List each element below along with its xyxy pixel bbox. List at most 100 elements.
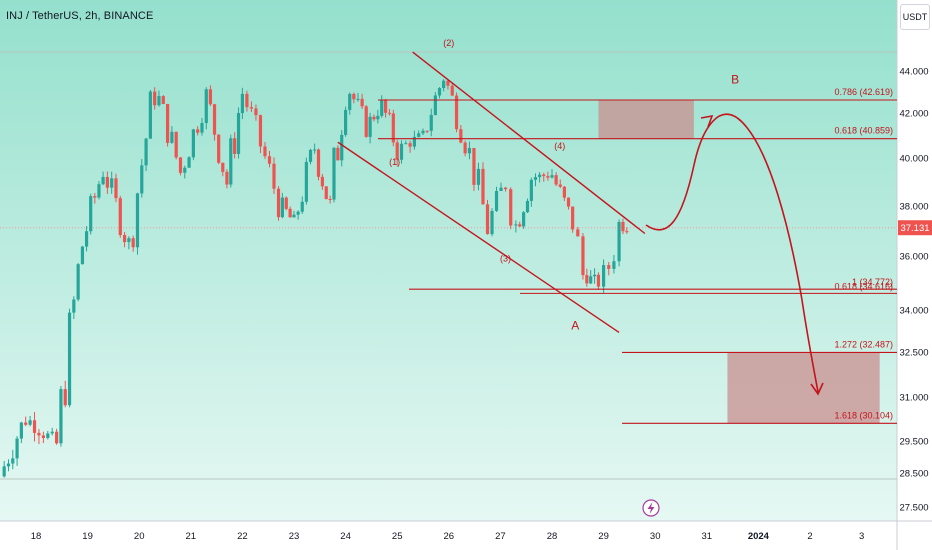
fib-level-label: 1 (34.772) — [852, 277, 893, 287]
candle — [404, 143, 408, 145]
candle — [135, 193, 140, 248]
candle — [217, 134, 221, 163]
candle — [288, 208, 292, 218]
candle — [518, 224, 522, 227]
candle — [140, 165, 144, 194]
wave-label: (2) — [443, 38, 454, 48]
y-tick-label: 31.000 — [899, 393, 928, 404]
fib-level-label: 1.272 (32.487) — [834, 339, 893, 349]
candle — [37, 432, 41, 436]
candle — [267, 156, 272, 164]
y-tick-label: 42.000 — [899, 109, 928, 120]
candle — [105, 176, 109, 188]
candle — [93, 196, 97, 198]
candle — [258, 115, 263, 147]
candle — [122, 235, 127, 243]
candle — [276, 188, 281, 218]
candle — [529, 179, 533, 201]
y-tick-label: 34.000 — [899, 306, 928, 317]
currency-unit-button[interactable]: USDT — [900, 4, 930, 30]
y-tick-label: 29.500 — [899, 437, 928, 448]
candle — [463, 142, 467, 154]
x-tick-label: 2024 — [748, 531, 770, 542]
candle — [170, 131, 174, 143]
candle — [446, 80, 450, 86]
candle — [144, 138, 148, 166]
candle — [612, 261, 616, 269]
candle — [437, 88, 442, 96]
candle — [148, 91, 152, 139]
x-tick-label: 22 — [237, 531, 248, 542]
candle — [429, 115, 433, 131]
candle — [233, 138, 237, 154]
candle — [581, 236, 585, 276]
candle — [300, 201, 304, 212]
candle — [6, 463, 11, 467]
current-price-badge — [898, 220, 932, 236]
candle — [174, 131, 178, 158]
candle — [316, 149, 321, 177]
candle — [80, 246, 85, 265]
candle — [558, 184, 562, 187]
candle — [522, 212, 526, 227]
candle — [412, 136, 416, 147]
candle — [352, 93, 356, 100]
candle — [368, 116, 372, 137]
candle — [313, 149, 317, 151]
candle — [272, 163, 276, 189]
candle — [596, 274, 601, 287]
candle — [485, 204, 490, 235]
x-tick-label: 26 — [444, 531, 455, 542]
wave-label: A — [571, 319, 579, 333]
candle — [249, 107, 254, 109]
candle — [204, 89, 208, 124]
candle — [97, 184, 101, 198]
x-tick-label: 29 — [598, 531, 609, 542]
candle — [499, 187, 503, 191]
candle — [50, 431, 54, 434]
candle — [84, 231, 89, 247]
candle — [391, 113, 395, 143]
candle — [533, 177, 538, 180]
candle — [240, 93, 244, 114]
candle — [208, 89, 213, 105]
candle — [399, 143, 404, 160]
candle — [348, 93, 352, 110]
candle — [191, 129, 195, 158]
candle — [304, 161, 308, 202]
candle — [2, 466, 6, 477]
candle — [538, 174, 542, 178]
candle — [459, 129, 463, 143]
y-tick-label: 40.000 — [899, 154, 928, 165]
candle — [344, 109, 348, 135]
lightning-icon[interactable] — [642, 499, 660, 517]
x-tick-label: 3 — [859, 531, 864, 542]
candle — [592, 274, 597, 277]
channel-line — [337, 141, 620, 333]
candle — [280, 197, 284, 218]
candle — [387, 112, 392, 114]
projected-path — [645, 113, 819, 393]
candle — [607, 265, 611, 269]
x-tick-label: 19 — [82, 531, 93, 542]
candle — [254, 108, 258, 116]
candle — [376, 115, 380, 120]
candle — [153, 91, 157, 106]
candle — [212, 104, 217, 135]
candle — [494, 190, 499, 211]
candle — [89, 196, 93, 232]
fib-level-label: 0.618 (34.616) — [834, 281, 893, 291]
fib-level-label: 0.786 (42.619) — [834, 87, 893, 97]
candle — [24, 422, 28, 425]
candle — [76, 264, 80, 300]
x-tick-label: 25 — [392, 531, 403, 542]
current-price-label: 37.131 — [900, 223, 929, 234]
candle — [364, 106, 368, 137]
candle — [380, 99, 384, 116]
candle — [296, 211, 300, 215]
candle — [245, 93, 249, 108]
candle — [236, 113, 241, 154]
wave-label: B — [731, 73, 739, 87]
